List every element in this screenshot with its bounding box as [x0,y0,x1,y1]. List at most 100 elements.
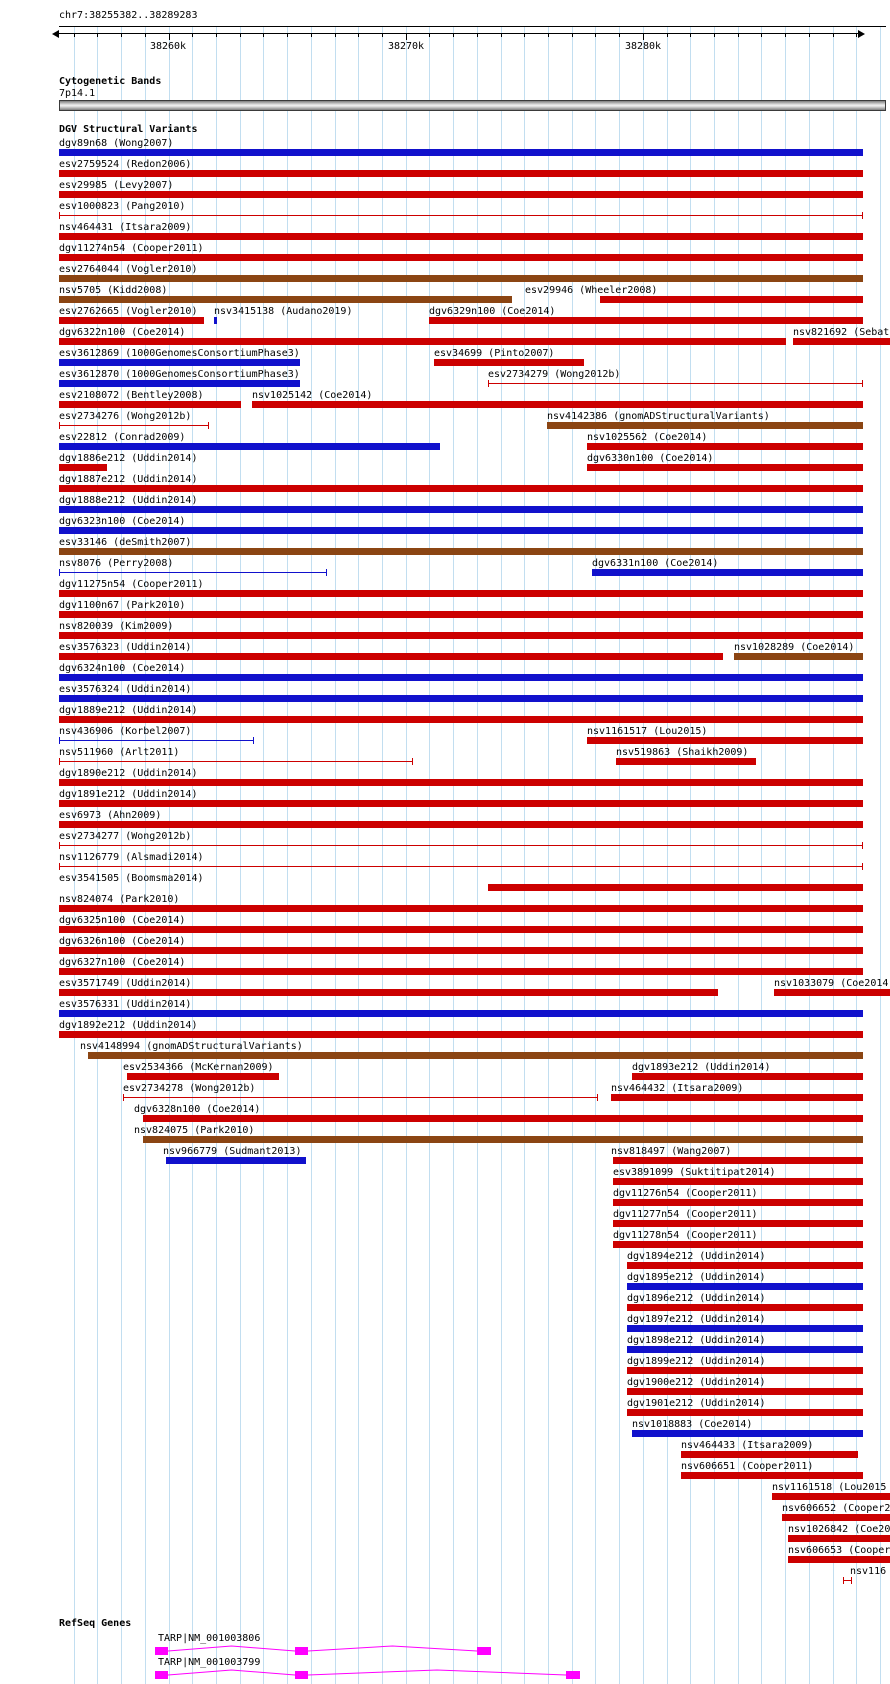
variant-label[interactable]: dgv6325n100 (Coe2014) [59,915,186,926]
variant-label[interactable]: nsv3415138 (Audano2019) [214,306,353,317]
variant-label[interactable]: esv2734279 (Wong2012b) [488,369,621,380]
variant-label[interactable]: esv1000823 (Pang2010) [59,201,186,212]
variant-bar[interactable] [429,317,863,324]
variant-bar[interactable] [252,401,863,408]
variant-bar[interactable] [547,422,863,429]
variant-label[interactable]: nsv1126779 (Alsmadi2014) [59,852,204,863]
variant-label[interactable]: nsv1161518 (Lou2015 [772,1482,887,1493]
variant-label[interactable]: nsv820039 (Kim2009) [59,621,174,632]
variant-bar[interactable] [59,359,300,366]
variant-label[interactable]: nsv4142386 (gnomADStructuralVariants) [547,411,770,422]
variant-bar[interactable] [59,464,107,471]
variant-bar[interactable] [681,1472,863,1479]
variant-label[interactable]: nsv8076 (Perry2008) [59,558,174,569]
variant-label[interactable]: nsv1025142 (Coe2014) [252,390,373,401]
variant-label[interactable]: dgv1898e212 (Uddin2014) [627,1335,766,1346]
variant-label[interactable]: dgv1895e212 (Uddin2014) [627,1272,766,1283]
variant-bar[interactable] [59,443,440,450]
variant-line[interactable] [59,863,863,870]
variant-bar[interactable] [88,1052,863,1059]
variant-bar[interactable] [59,506,863,513]
variant-bar[interactable] [59,317,204,324]
gene-label[interactable]: TARP|NM_001003806 [158,1633,261,1644]
variant-label[interactable]: esv33146 (deSmith2007) [59,537,192,548]
exon-box[interactable] [155,1647,168,1655]
variant-bar[interactable] [587,464,863,471]
variant-label[interactable]: nsv1018883 (Coe2014) [632,1419,753,1430]
variant-bar[interactable] [627,1304,863,1311]
variant-line[interactable] [123,1094,598,1101]
variant-label[interactable]: esv2764044 (Vogler2010) [59,264,198,275]
variant-bar[interactable] [774,989,890,996]
variant-bar[interactable] [59,926,863,933]
variant-line[interactable] [59,569,327,576]
variant-bar[interactable] [59,296,512,303]
variant-label[interactable]: nsv966779 (Sudmant2013) [163,1146,302,1157]
variant-bar[interactable] [734,653,863,660]
variant-bar[interactable] [632,1430,863,1437]
variant-bar[interactable] [782,1514,890,1521]
variant-label[interactable]: nsv824075 (Park2010) [134,1125,255,1136]
variant-label[interactable]: dgv1100n67 (Park2010) [59,600,186,611]
variant-bar[interactable] [613,1220,863,1227]
variant-bar[interactable] [59,779,863,786]
variant-bar[interactable] [59,674,863,681]
variant-line[interactable] [59,758,413,765]
variant-label[interactable]: nsv116 [850,1566,887,1577]
variant-label[interactable]: nsv4148994 (gnomADStructuralVariants) [80,1041,303,1052]
variant-bar[interactable] [592,569,863,576]
variant-label[interactable]: nsv1033079 (Coe2014 [774,978,889,989]
variant-bar[interactable] [488,884,863,891]
variant-bar[interactable] [166,1157,306,1164]
variant-bar[interactable] [59,716,863,723]
gene-glyph[interactable] [0,1669,890,1681]
variant-bar[interactable] [600,296,863,303]
variant-label[interactable]: dgv6322n100 (Coe2014) [59,327,186,338]
variant-bar[interactable] [59,149,863,156]
variant-bar[interactable] [59,653,723,660]
variant-label[interactable]: nsv606651 (Cooper2011) [681,1461,814,1472]
gene-glyph[interactable] [0,1645,890,1657]
variant-bar[interactable] [59,989,718,996]
variant-bar[interactable] [788,1535,890,1542]
variant-line[interactable] [843,1577,852,1584]
variant-label[interactable]: esv2534366 (McKernan2009) [123,1062,274,1073]
variant-bar[interactable] [772,1493,890,1500]
variant-bar[interactable] [59,401,241,408]
variant-bar[interactable] [627,1346,863,1353]
variant-label[interactable]: esv34699 (Pinto2007) [434,348,555,359]
variant-label[interactable]: esv3571749 (Uddin2014) [59,978,192,989]
variant-label[interactable]: dgv6328n100 (Coe2014) [134,1104,261,1115]
variant-label[interactable]: esv2108072 (Bentley2008) [59,390,204,401]
variant-bar[interactable] [613,1241,863,1248]
variant-label[interactable]: nsv464432 (Itsara2009) [611,1083,744,1094]
variant-label[interactable]: dgv6330n100 (Coe2014) [587,453,714,464]
variant-bar[interactable] [613,1157,863,1164]
variant-label[interactable]: dgv1889e212 (Uddin2014) [59,705,198,716]
variant-label[interactable]: nsv818497 (Wang2007) [611,1146,732,1157]
variant-bar[interactable] [59,611,863,618]
variant-bar[interactable] [59,821,863,828]
variant-bar[interactable] [616,758,756,765]
variant-label[interactable]: esv6973 (Ahn2009) [59,810,162,821]
variant-line[interactable] [59,737,254,744]
variant-label[interactable]: nsv1026842 (Coe20 [788,1524,890,1535]
variant-bar[interactable] [59,275,863,282]
exon-box[interactable] [295,1647,308,1655]
variant-label[interactable]: dgv1899e212 (Uddin2014) [627,1356,766,1367]
variant-label[interactable]: nsv824074 (Park2010) [59,894,180,905]
variant-bar[interactable] [59,947,863,954]
variant-label[interactable]: dgv1888e212 (Uddin2014) [59,495,198,506]
variant-label[interactable]: esv2759524 (Redon2006) [59,159,192,170]
variant-bar[interactable] [587,443,863,450]
variant-label[interactable]: esv3612870 (1000GenomesConsortiumPhase3) [59,369,300,380]
variant-bar[interactable] [59,233,863,240]
variant-bar[interactable] [627,1388,863,1395]
variant-label[interactable]: dgv1900e212 (Uddin2014) [627,1377,766,1388]
variant-label[interactable]: dgv11275n54 (Cooper2011) [59,579,204,590]
variant-label[interactable]: esv3541505 (Boomsma2014) [59,873,204,884]
variant-bar[interactable] [632,1073,863,1080]
variant-bar[interactable] [59,548,863,555]
variant-label[interactable]: esv2762665 (Vogler2010) [59,306,198,317]
variant-label[interactable]: dgv11278n54 (Cooper2011) [613,1230,758,1241]
